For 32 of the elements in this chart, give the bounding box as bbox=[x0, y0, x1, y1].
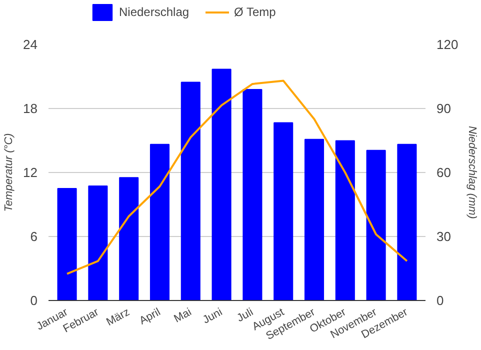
x-tick-label: Juli bbox=[235, 306, 256, 325]
bar bbox=[57, 188, 77, 300]
y-tick-label: 24 bbox=[23, 37, 38, 52]
legend-label: Ø Temp bbox=[234, 5, 276, 19]
bar bbox=[274, 122, 294, 300]
y-tick-label: 6 bbox=[30, 229, 38, 244]
y-tick-label: 18 bbox=[23, 101, 38, 116]
y2-axis-title: Niederschlag (mm) bbox=[466, 126, 478, 220]
y-tick-label: 12 bbox=[23, 165, 38, 180]
bar bbox=[304, 138, 324, 300]
x-tick-label: April bbox=[138, 306, 163, 328]
y2-tick-label: 90 bbox=[436, 101, 451, 116]
y2-tick-label: 0 bbox=[436, 293, 444, 308]
bar bbox=[88, 185, 108, 300]
legend-label: Niederschlag bbox=[119, 5, 190, 19]
line-series bbox=[66, 80, 408, 275]
bar bbox=[180, 82, 200, 300]
bar bbox=[212, 68, 232, 300]
bar bbox=[366, 150, 386, 300]
y2-tick-label: 30 bbox=[436, 229, 451, 244]
bar bbox=[335, 140, 355, 300]
y2-tick-label: 60 bbox=[436, 165, 451, 180]
y2-tick-label: 120 bbox=[436, 37, 458, 52]
bar bbox=[119, 177, 139, 300]
x-tick-label: März bbox=[104, 306, 132, 328]
bar bbox=[397, 144, 417, 300]
x-tick-label: Mai bbox=[172, 306, 194, 326]
bar bbox=[242, 89, 262, 300]
y-axis-title: Temperatur (°C) bbox=[3, 132, 16, 212]
y-tick-label: 0 bbox=[30, 293, 38, 308]
bar bbox=[150, 144, 170, 300]
x-tick-label: Juni bbox=[200, 306, 224, 326]
